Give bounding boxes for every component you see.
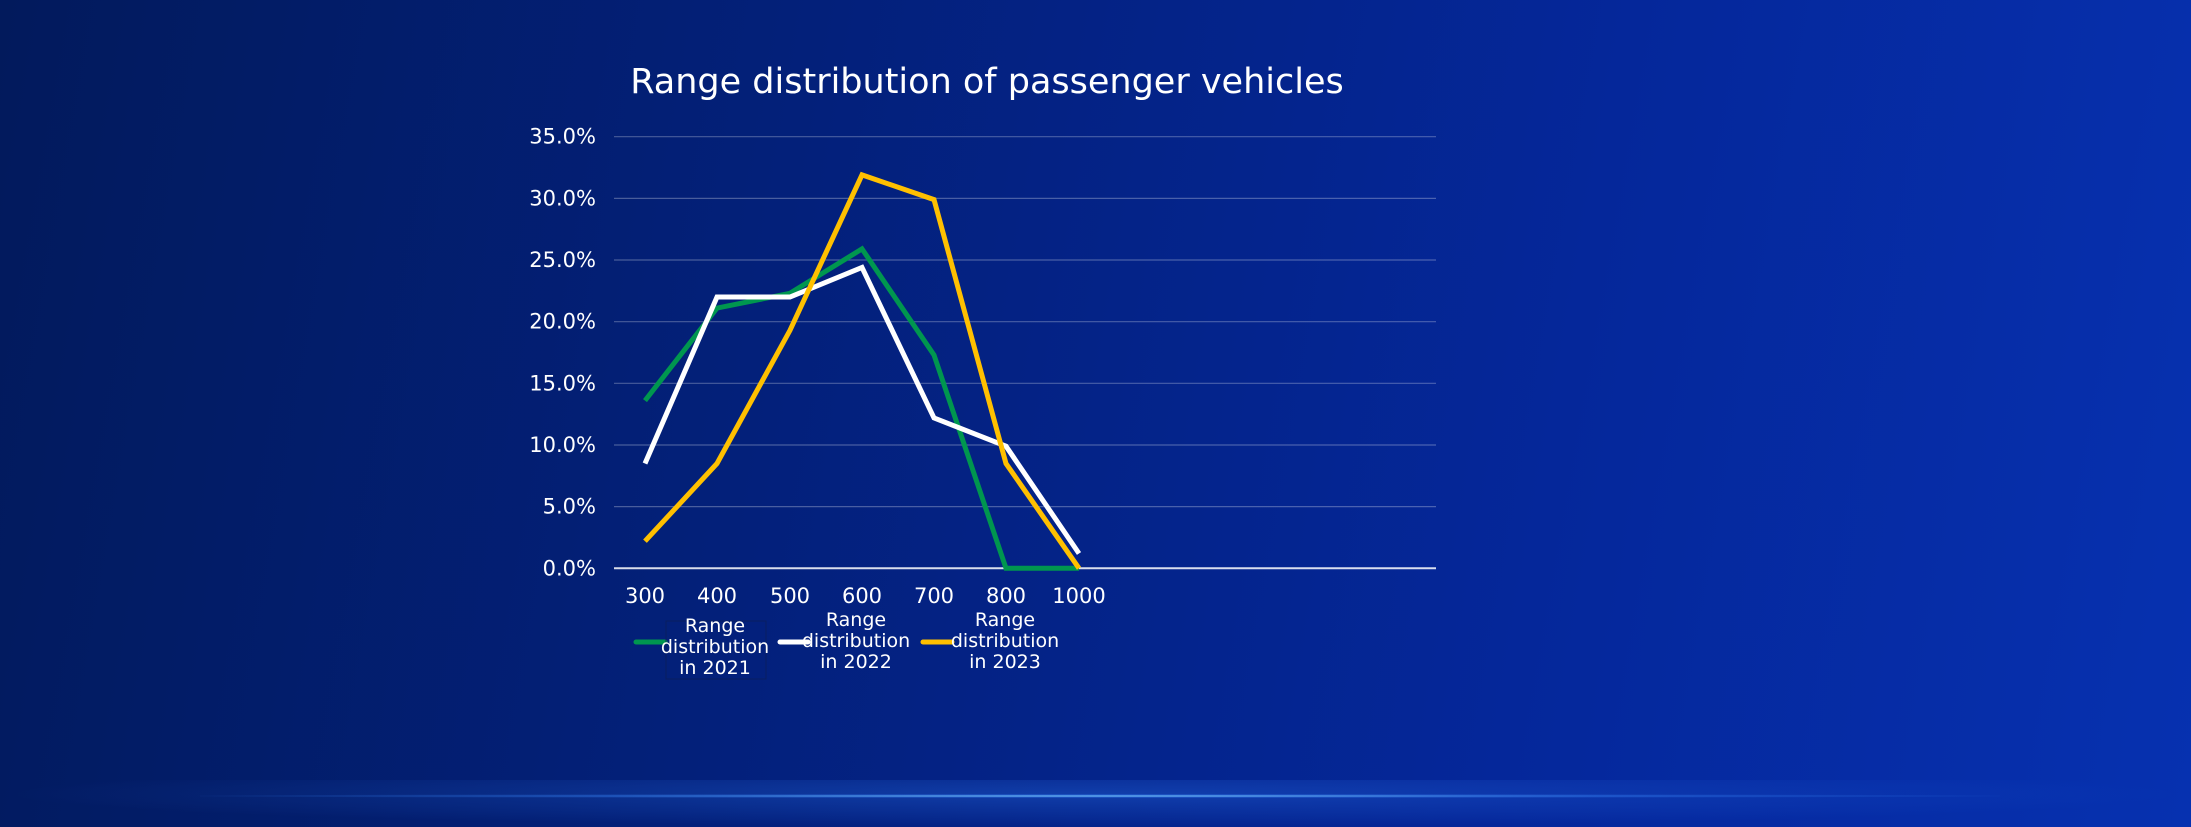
y-tick-label: 5.0% [543,495,596,519]
bottom-glow-line [200,794,2000,798]
y-tick-label: 10.0% [529,433,596,457]
x-tick-label: 500 [770,584,810,608]
y-tick-label: 25.0% [529,248,596,272]
y-tick-label: 0.0% [543,556,596,580]
legend-label-2023: distribution [951,630,1059,652]
series-line-2021 [643,245,1079,571]
chart-title: Range distribution of passenger vehicles [630,62,1344,102]
x-tick-label: 800 [986,584,1026,608]
legend-label-2022: Range [826,609,886,631]
y-tick-label: 15.0% [529,371,596,395]
x-tick-label: 400 [697,584,737,608]
series-line-2022 [642,264,1082,555]
x-tick-label: 600 [842,584,882,608]
legend-label-2021: Range [685,615,745,637]
legend-label-2021: distribution [661,636,769,658]
legend-label-2023: in 2023 [969,651,1041,673]
legend-label-2022: in 2022 [820,651,892,673]
legend-label-2021: in 2021 [679,657,751,679]
y-tick-label: 30.0% [529,186,596,210]
legend-label-2022: distribution [802,630,910,652]
y-tick-label: 35.0% [529,125,596,149]
legend-label-2023: Range [975,609,1035,631]
bottom-glow-wide [0,780,2191,827]
x-tick-label: 300 [625,584,665,608]
series-line-2023 [643,171,1082,570]
x-tick-label: 1000 [1052,584,1105,608]
x-tick-label: 700 [914,584,954,608]
y-tick-label: 20.0% [529,310,596,334]
legend-box [665,620,767,680]
